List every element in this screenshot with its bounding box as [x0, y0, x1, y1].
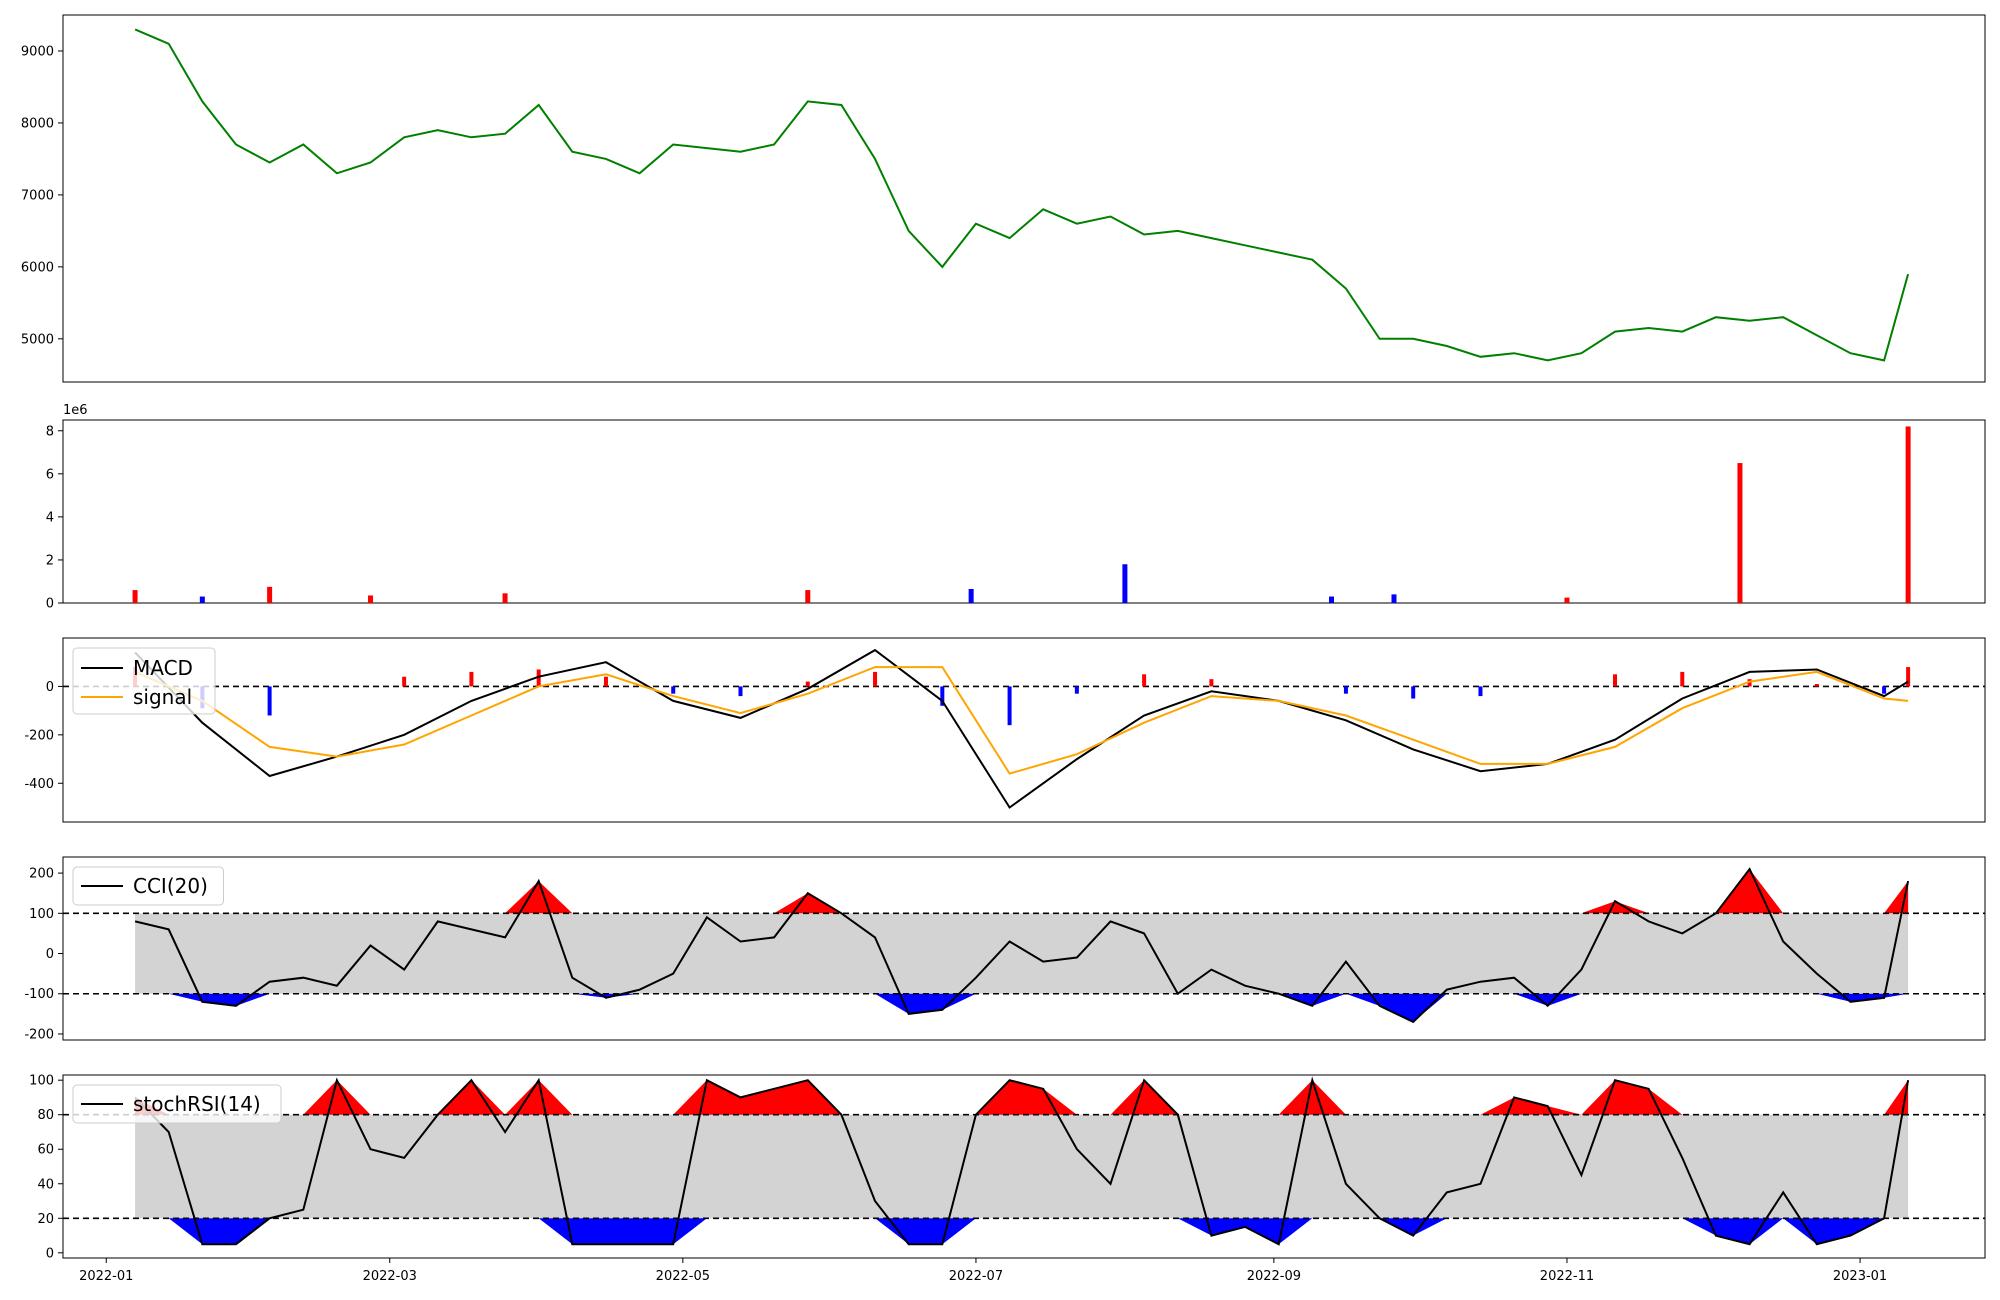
y-tick-label: -400 — [24, 777, 54, 792]
volume-bar — [1737, 463, 1743, 603]
macd-histogram-bar — [1343, 686, 1348, 694]
macd-histogram-bar — [805, 681, 810, 687]
volume-bar — [368, 595, 374, 603]
macd-histogram-bar — [1142, 674, 1147, 687]
y-tick-label: 200 — [29, 867, 54, 882]
cci-panel-frame — [62, 856, 1986, 1041]
y-tick-label: 40 — [37, 1177, 54, 1192]
stochrsi-legend — [72, 1084, 282, 1124]
macd-panel-frame — [62, 637, 1986, 823]
price-panel-frame — [62, 14, 1986, 383]
macd-histogram-bar — [1680, 671, 1685, 687]
x-tick-label: 2023-01 — [1833, 1269, 1887, 1284]
macd-histogram-bar — [1814, 684, 1819, 687]
y-tick-label: 60 — [37, 1143, 54, 1158]
price-line — [134, 28, 1910, 362]
y-tick-label: 0 — [46, 1246, 54, 1261]
macd-histogram-bar — [738, 686, 743, 697]
volume-bar — [1122, 564, 1128, 603]
x-tick-label: 2022-11 — [1540, 1269, 1594, 1284]
y-tick-label: -200 — [24, 728, 54, 743]
macd-histogram-bar — [1007, 686, 1012, 726]
macd-histogram-bar — [940, 686, 945, 706]
y-tick-label: 0 — [46, 597, 54, 612]
volume-bar — [805, 590, 811, 603]
stochrsi-legend-label: stochRSI(14) — [133, 1092, 261, 1116]
cci-oversold-fill — [135, 993, 1909, 1022]
macd-histogram-bar — [1411, 686, 1416, 699]
y-tick-label: 8000 — [21, 116, 54, 131]
macd-series-line-1 — [134, 666, 1909, 775]
stochrsi-panel-frame — [62, 1074, 1986, 1259]
x-tick-label: 2022-09 — [1247, 1269, 1301, 1284]
x-tick-label: 2022-01 — [79, 1269, 133, 1284]
y-tick-label: -100 — [24, 987, 54, 1002]
y-tick-label: 2 — [46, 553, 54, 568]
x-tick-label: 2022-05 — [656, 1269, 710, 1284]
volume-bar — [1391, 594, 1397, 603]
volume-bar — [1564, 597, 1570, 603]
y-tick-label: 7000 — [21, 188, 54, 203]
macd-legend-label: signal — [133, 685, 192, 709]
macd-histogram-bar — [1882, 686, 1887, 694]
macd-histogram-bar — [536, 669, 541, 687]
y-tick-label: -200 — [24, 1027, 54, 1042]
macd-histogram-bar — [1747, 679, 1752, 687]
y-tick-label: 100 — [29, 907, 54, 922]
macd-histogram-bar — [469, 671, 474, 687]
volume-bar — [132, 590, 138, 603]
y-tick-label: 6 — [46, 467, 54, 482]
cci-legend-label: CCI(20) — [133, 874, 208, 898]
macd-histogram-bar — [1613, 674, 1618, 687]
volume-multiplier-label: 1e6 — [63, 403, 88, 418]
macd-histogram-bar — [1074, 686, 1079, 694]
volume-bar — [968, 589, 974, 603]
stochrsi-neutral-band — [135, 1114, 1909, 1219]
x-tick-label: 2022-03 — [363, 1269, 417, 1284]
macd-series-line-0 — [134, 648, 1909, 809]
y-tick-label: 4 — [46, 510, 54, 525]
y-tick-label: 0 — [46, 680, 54, 695]
volume-bar — [267, 586, 273, 603]
y-tick-label: 5000 — [21, 332, 54, 347]
cci-line — [134, 867, 1910, 1024]
cci-legend — [72, 866, 224, 906]
cci-neutral-band — [135, 913, 1909, 994]
volume-bar — [199, 596, 205, 603]
y-tick-label: 9000 — [21, 44, 54, 59]
y-tick-label: 100 — [29, 1074, 54, 1089]
y-tick-label: 20 — [37, 1212, 54, 1227]
stochrsi-overbought-fill — [135, 1080, 1909, 1115]
macd-histogram-bar — [1209, 679, 1214, 687]
volume-panel-frame — [62, 419, 1986, 604]
cci-overbought-fill — [135, 869, 1909, 914]
x-tick-label: 2022-07 — [949, 1269, 1003, 1284]
macd-histogram-bar — [873, 671, 878, 687]
macd-histogram-bar — [402, 676, 407, 687]
volume-bar — [1329, 596, 1335, 603]
macd-histogram-bar — [1906, 667, 1911, 687]
macd-histogram-bar — [671, 686, 676, 694]
y-tick-label: 0 — [46, 947, 54, 962]
macd-histogram-bar — [267, 686, 272, 716]
macd-legend-label: MACD — [133, 656, 193, 680]
stochrsi-oversold-fill — [135, 1218, 1909, 1245]
volume-bar — [502, 593, 508, 603]
macd-histogram-bar — [603, 676, 608, 687]
y-tick-label: 8 — [46, 424, 54, 439]
macd-histogram-bar — [1478, 686, 1483, 697]
y-tick-label: 80 — [37, 1108, 54, 1123]
y-tick-label: 6000 — [21, 260, 54, 275]
stochrsi-line — [134, 1076, 1910, 1246]
volume-bar — [1905, 426, 1911, 603]
